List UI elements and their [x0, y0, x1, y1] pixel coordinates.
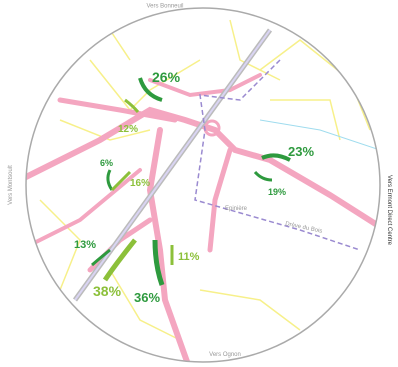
boundary: [194, 59, 361, 251]
streets: [39, 19, 371, 341]
place-label: Vers Ermont Direct Centre: [386, 175, 392, 246]
railway-core: [74, 29, 271, 301]
place-label: Vers Montsoult: [8, 165, 14, 205]
flow-label: 19%: [268, 187, 286, 197]
arrows: [91, 77, 291, 286]
flow-label: 12%: [118, 124, 138, 135]
map-frame: [25, 7, 381, 363]
flow-label: 36%: [134, 290, 160, 305]
flow-label: 38%: [93, 283, 122, 299]
flow-label: 16%: [130, 178, 150, 189]
river: [259, 119, 380, 151]
flow-label: 6%: [100, 158, 113, 168]
flow-label: 13%: [74, 239, 96, 251]
place-label: Vers Ognon: [209, 352, 241, 358]
flow-label: 23%: [288, 144, 314, 159]
place-label: Vers Bonneuil: [146, 4, 183, 10]
flow-label: 26%: [152, 69, 181, 85]
flow-label: 11%: [178, 251, 200, 263]
road-label: Epinière: [225, 206, 248, 212]
